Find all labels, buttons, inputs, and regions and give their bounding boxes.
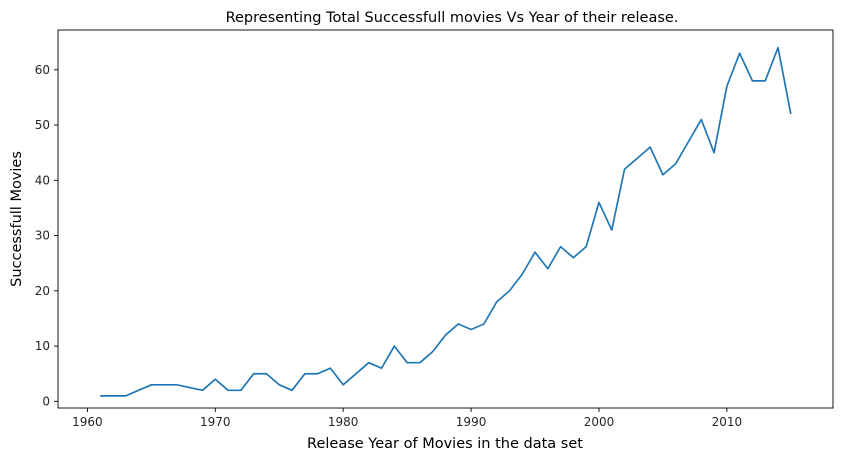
x-tick-label: 2010 [712, 415, 743, 429]
x-axis: 1960 1970 1980 1990 2000 2010 [72, 408, 742, 429]
y-axis: 0 10 20 30 40 50 60 [35, 63, 58, 408]
plot-area [57, 29, 834, 409]
x-tick-label: 2000 [584, 415, 615, 429]
plot-frame [57, 29, 834, 409]
x-tick-label: 1980 [328, 415, 359, 429]
y-tick-label: 10 [35, 339, 50, 353]
y-axis-label: Successfull Movies [9, 151, 25, 287]
x-axis-label: Release Year of Movies in the data set [307, 436, 583, 452]
y-tick-label: 50 [35, 118, 50, 132]
x-tick-label: 1970 [200, 415, 231, 429]
y-tick-label: 30 [35, 229, 50, 243]
series-line-0 [100, 46, 792, 397]
y-tick-label: 60 [35, 63, 50, 77]
x-tick-label: 1990 [456, 415, 487, 429]
x-tick-label: 1960 [72, 415, 103, 429]
y-tick-label: 0 [42, 394, 50, 408]
y-tick-label: 40 [35, 173, 50, 187]
chart-title: Representing Total Successfull movies Vs… [226, 10, 679, 26]
y-tick-label: 20 [35, 284, 50, 298]
series-layer [100, 46, 792, 397]
